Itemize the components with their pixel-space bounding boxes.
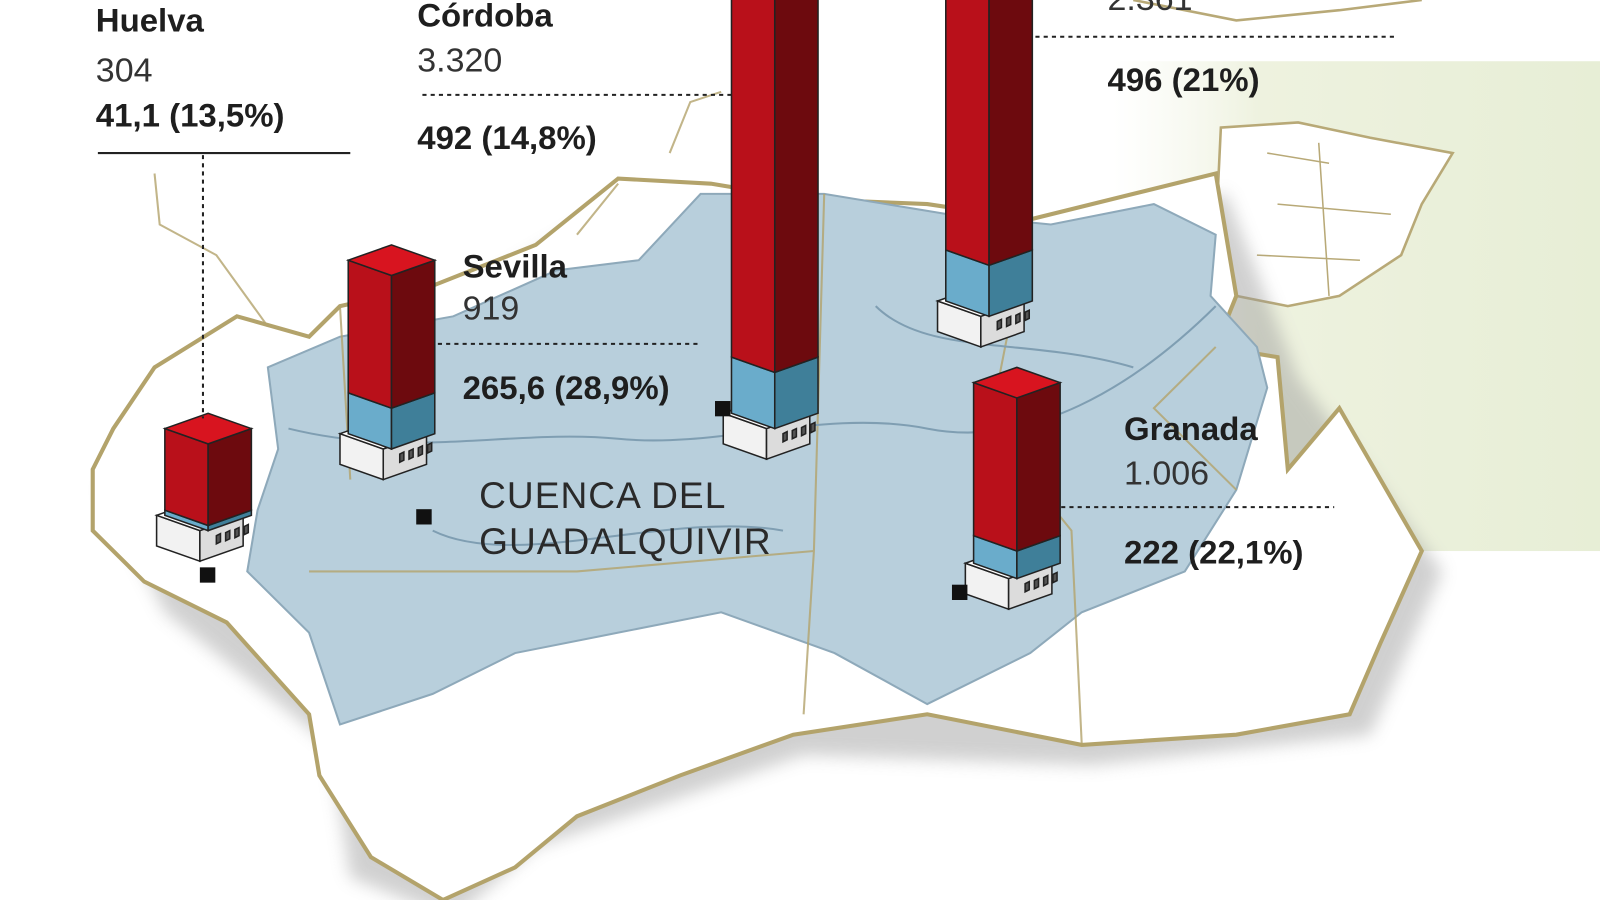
column-total	[730, 0, 776, 374]
region-detail: 496 (21%)	[1108, 61, 1260, 98]
region-name: Córdoba	[417, 0, 553, 33]
column-total	[972, 381, 1018, 553]
region-total: 3.320	[417, 42, 502, 80]
bars	[154, 0, 1063, 611]
map-label: GUADALQUIVIR	[479, 521, 772, 562]
column-base	[810, 421, 816, 434]
column-total	[773, 0, 819, 374]
column-base	[1024, 308, 1031, 322]
column-total	[162, 412, 254, 445]
region-detail: 41,1 (13,5%)	[96, 97, 285, 134]
column-total	[971, 366, 1063, 399]
column-base	[1015, 312, 1021, 325]
column-base	[224, 529, 231, 543]
region-detail: 222 (22,1%)	[1124, 533, 1304, 570]
column-base	[426, 441, 433, 455]
map-label: CUENCA DEL	[479, 475, 726, 516]
region-total: 1.006	[1124, 455, 1209, 493]
column-total	[988, 0, 1034, 267]
column-total	[207, 427, 253, 527]
column-base	[1033, 577, 1040, 591]
column-base	[234, 526, 240, 539]
column-base	[1042, 574, 1049, 587]
column-base	[791, 427, 798, 441]
region-total: 304	[96, 52, 153, 90]
location-marker	[951, 584, 968, 600]
region-total: 2.361	[1108, 0, 1193, 18]
region-total: 919	[463, 290, 520, 328]
column-total	[164, 427, 209, 527]
location-marker	[416, 509, 432, 525]
region-name: Granada	[1124, 410, 1258, 447]
region-detail: 492 (14,8%)	[417, 119, 597, 156]
province-border	[1133, 0, 1422, 22]
column-base	[417, 444, 424, 458]
column-base	[1005, 315, 1012, 328]
region-name: Sevilla	[463, 248, 568, 285]
column-base	[215, 532, 222, 546]
column-total	[1016, 381, 1061, 553]
region-name: Huelva	[96, 2, 205, 39]
column-base	[800, 424, 807, 437]
column-base	[398, 450, 405, 464]
column-base	[1024, 580, 1031, 594]
column-base	[996, 318, 1003, 331]
location-marker	[199, 567, 216, 583]
location-marker	[715, 401, 731, 417]
column-base	[408, 447, 414, 461]
column-total	[345, 244, 438, 277]
province-border	[1256, 142, 1391, 296]
column-base	[243, 523, 250, 536]
column-base	[1052, 571, 1058, 584]
column-total	[390, 259, 436, 410]
region-detail: 265,6 (28,9%)	[463, 369, 670, 406]
column-base	[782, 430, 788, 444]
column-total	[347, 259, 393, 410]
column-total	[945, 0, 990, 267]
